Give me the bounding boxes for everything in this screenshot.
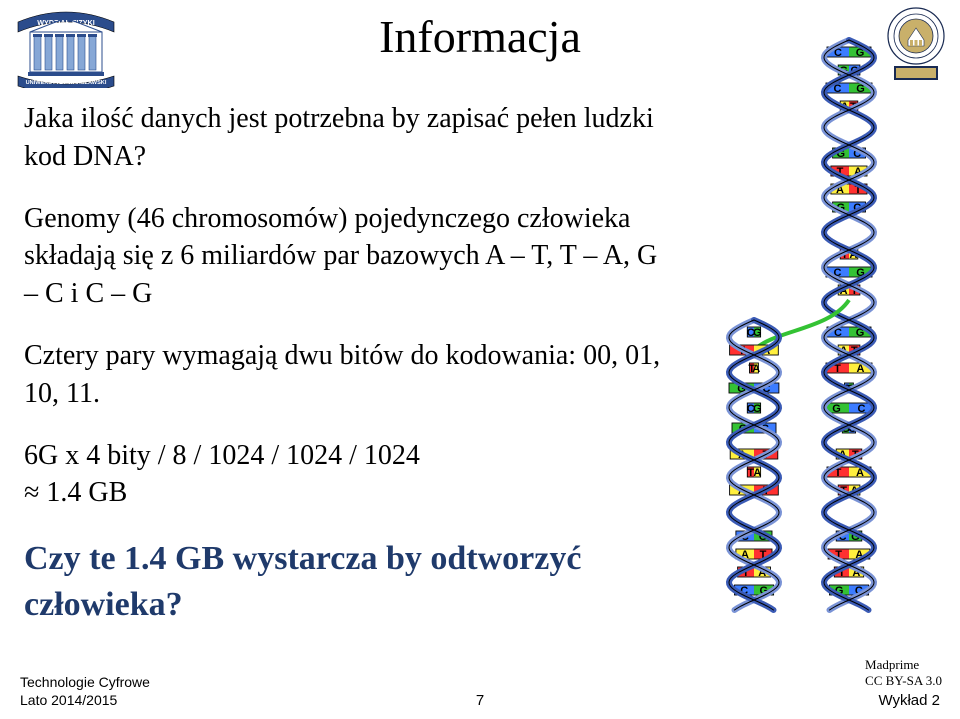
svg-text:A: A	[753, 467, 761, 479]
content-area: Jaka ilość danych jest potrzebna by zapi…	[24, 100, 664, 628]
paragraph-1: Jaka ilość danych jest potrzebna by zapi…	[24, 100, 664, 176]
svg-text:G: G	[753, 327, 762, 339]
paragraph-2: Genomy (46 chromosomów) pojedynczego czł…	[24, 200, 664, 313]
paragraph-3: Cztery pary wymagają dwu bitów do kodowa…	[24, 337, 664, 413]
page-number: 7	[0, 692, 960, 709]
svg-text:G: G	[753, 403, 762, 415]
course-name: Technologie Cyfrowe	[20, 674, 150, 690]
svg-text:C: C	[858, 403, 866, 415]
calc-line-1: 6G x 4 bity / 8 / 1024 / 1024 / 1024	[24, 440, 420, 471]
lecture-number: Wykład 2	[878, 692, 940, 709]
image-credit: Madprime CC BY-SA 3.0	[865, 657, 942, 690]
calc-line-2: ≈ 1.4 GB	[24, 477, 127, 508]
question: Czy te 1.4 GB wystarcza by odtworzyć czł…	[24, 536, 664, 628]
svg-text:A: A	[752, 363, 760, 375]
paragraph-4: 6G x 4 bity / 8 / 1024 / 1024 / 1024 ≈ 1…	[24, 437, 664, 513]
svg-text:UNIWERSYTET WARSZAWSKI: UNIWERSYTET WARSZAWSKI	[26, 80, 107, 86]
svg-text:G: G	[832, 403, 841, 415]
dna-illustration: CGGCCGATGCTAATGCTACGATCGATTACGGCGCATTATA…	[654, 30, 934, 690]
credit-author: Madprime	[865, 657, 919, 672]
credit-license: CC BY-SA 3.0	[865, 673, 942, 688]
slide: WYDZIAŁ FIZYKI UNIWERSYTET WARSZAWSKI In…	[0, 0, 960, 719]
